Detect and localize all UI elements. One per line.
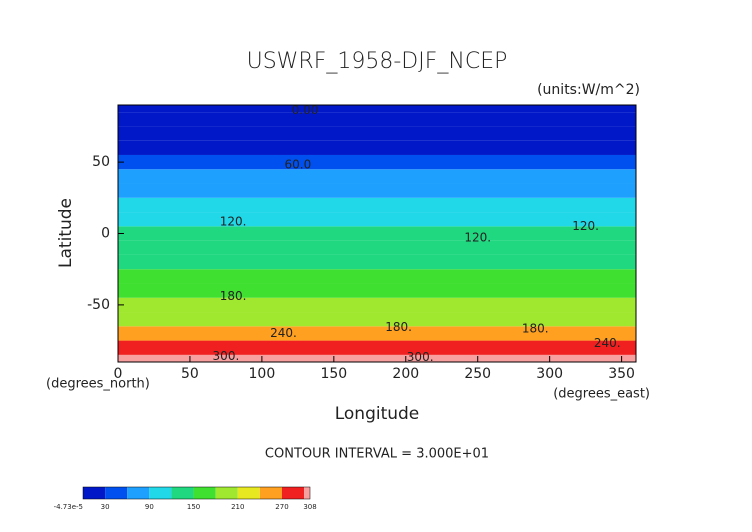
contour-label: 180.: [385, 320, 412, 334]
colorbar-segment: [259, 487, 282, 499]
field-band: [118, 269, 636, 284]
x-tick-label: 150: [320, 366, 347, 382]
y-tick-label: 0: [101, 226, 110, 242]
colorbar-segment: [171, 487, 194, 499]
colorbar-tick-label: 90: [145, 503, 154, 511]
colorbar-segment: [149, 487, 172, 499]
contour-label: 120.: [220, 215, 247, 229]
field-band: [118, 312, 636, 327]
field-band: [118, 140, 636, 155]
field-band: [118, 340, 636, 355]
contour-label: 300.: [407, 350, 434, 364]
field-band: [118, 112, 636, 127]
colorbar-segment: [304, 487, 310, 499]
field-band: [118, 254, 636, 270]
field-band: [118, 354, 636, 362]
field-band: [118, 154, 636, 170]
field-band: [118, 226, 636, 241]
chart-title: USWRF_1958-DJF_NCEP: [247, 49, 508, 74]
y-unit: (degrees_north): [46, 377, 150, 392]
x-tick-label: 50: [181, 366, 199, 382]
colorbar-tick-label: 270: [275, 503, 288, 511]
field-band: [118, 240, 636, 255]
contour-label: 180.: [522, 322, 549, 336]
field-band: [118, 169, 636, 184]
colorbar-segment: [215, 487, 238, 499]
field-band: [118, 126, 636, 141]
contour-interval: CONTOUR INTERVAL = 3.000E+01: [265, 447, 489, 462]
colorbar-tick-label: 30: [101, 503, 110, 511]
field-band: [118, 283, 636, 298]
y-axis-label: Latitude: [56, 198, 76, 268]
contour-label: 60.0: [285, 157, 312, 171]
colorbar-segment: [105, 487, 128, 499]
field-band: [118, 183, 636, 198]
contour-label: 300.: [213, 349, 240, 363]
colorbar-segment: [127, 487, 150, 499]
field-band: [118, 297, 636, 313]
field-band: [118, 105, 636, 113]
x-axis-label: Longitude: [335, 404, 420, 424]
x-tick-label: 200: [392, 366, 419, 382]
x-unit: (degrees_east): [553, 387, 650, 402]
field-band: [118, 212, 636, 227]
colorbar-tick-label: 210: [231, 503, 244, 511]
x-tick-label: 250: [464, 366, 491, 382]
contour-label: 120.: [572, 219, 599, 233]
x-tick-label: 0: [114, 366, 123, 382]
colorbar-segment: [83, 487, 106, 499]
colorbar-tick-label: 308: [303, 503, 316, 511]
contour-label: 240.: [594, 336, 621, 350]
colorbar-segment: [237, 487, 260, 499]
contour-label: 240.: [270, 326, 297, 340]
contour-label: 120.: [464, 230, 491, 244]
colorbar-segment: [281, 487, 305, 499]
colorbar-frame: [82, 486, 311, 500]
x-tick-label: 100: [249, 366, 276, 382]
contour-label: 180.: [220, 289, 247, 303]
field-band: [118, 326, 636, 341]
x-tick-label: 300: [536, 366, 563, 382]
colorbar-tick-label: 150: [187, 503, 200, 511]
units: (units:W/m^2): [537, 82, 640, 98]
x-tick-label: 350: [608, 366, 635, 382]
y-tick-label: 50: [92, 154, 110, 170]
field-band: [118, 197, 636, 213]
contour-label: 0.00: [292, 103, 319, 117]
colorbar-tick-label: -4.73e-5: [54, 503, 83, 511]
y-tick-label: -50: [87, 297, 110, 313]
colorbar-segment: [193, 487, 216, 499]
